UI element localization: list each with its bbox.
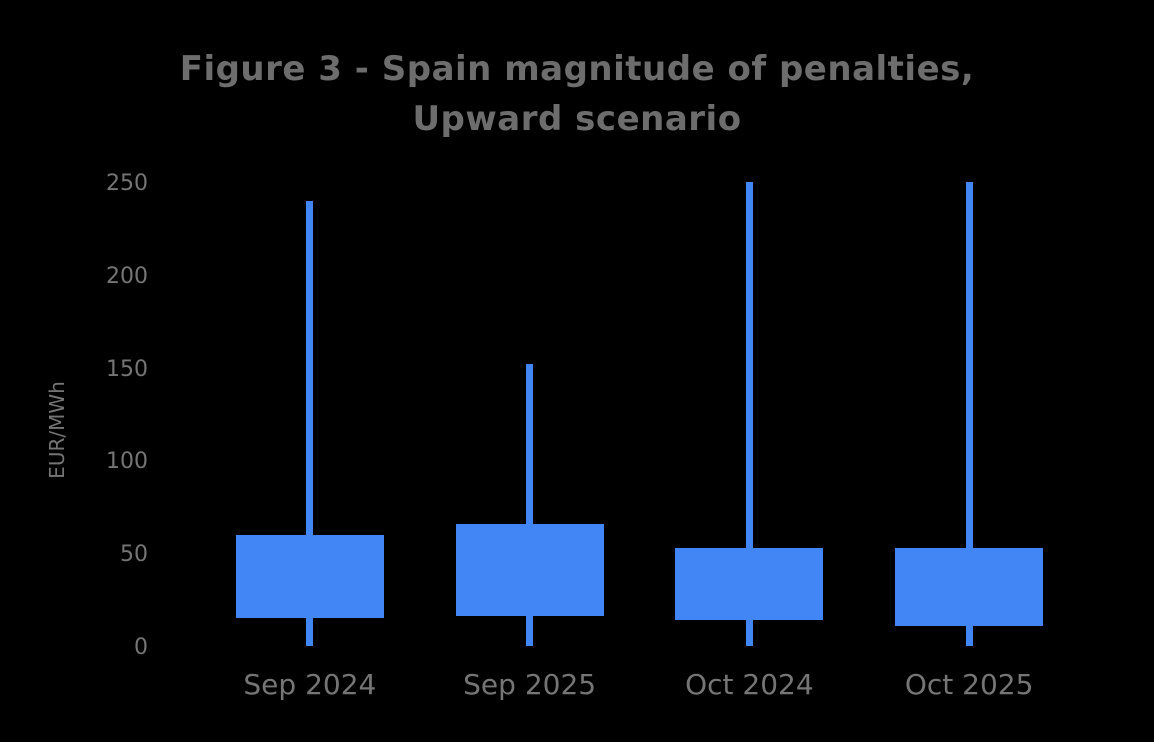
x-axis-label-sep-2025: Sep 2025	[463, 668, 597, 701]
y-axis-tick-label: 50	[120, 542, 148, 568]
x-axis-label-sep-2024: Sep 2024	[243, 668, 377, 701]
x-axis-label-oct-2024: Oct 2024	[685, 668, 814, 701]
chart-title-line-1: Figure 3 - Spain magnitude of penalties,	[179, 49, 975, 89]
y-axis-tick-label: 250	[106, 171, 148, 196]
candle-whisker-sep-2024	[306, 200, 314, 647]
x-axis-label-oct-2025: Oct 2025	[904, 668, 1034, 701]
y-axis-tick-label: 200	[106, 263, 148, 289]
candle-box-sep-2025	[455, 523, 604, 617]
candle-whisker-sep-2025	[526, 364, 534, 647]
y-axis-tick-label: 100	[106, 449, 148, 475]
candle-box-oct-2024	[675, 547, 824, 621]
candle-whisker-oct-2025	[965, 182, 973, 647]
y-axis-tick-label: 150	[106, 356, 148, 382]
chart-title: Figure 3 - Spain magnitude of penalties,…	[0, 44, 1154, 144]
candle-whisker-oct-2024	[745, 182, 753, 647]
candle-box-sep-2024	[235, 534, 384, 619]
candle-box-oct-2025	[895, 547, 1044, 626]
y-axis-tick-label: 0	[134, 635, 148, 660]
chart-title-line-2: Upward scenario	[412, 99, 742, 139]
